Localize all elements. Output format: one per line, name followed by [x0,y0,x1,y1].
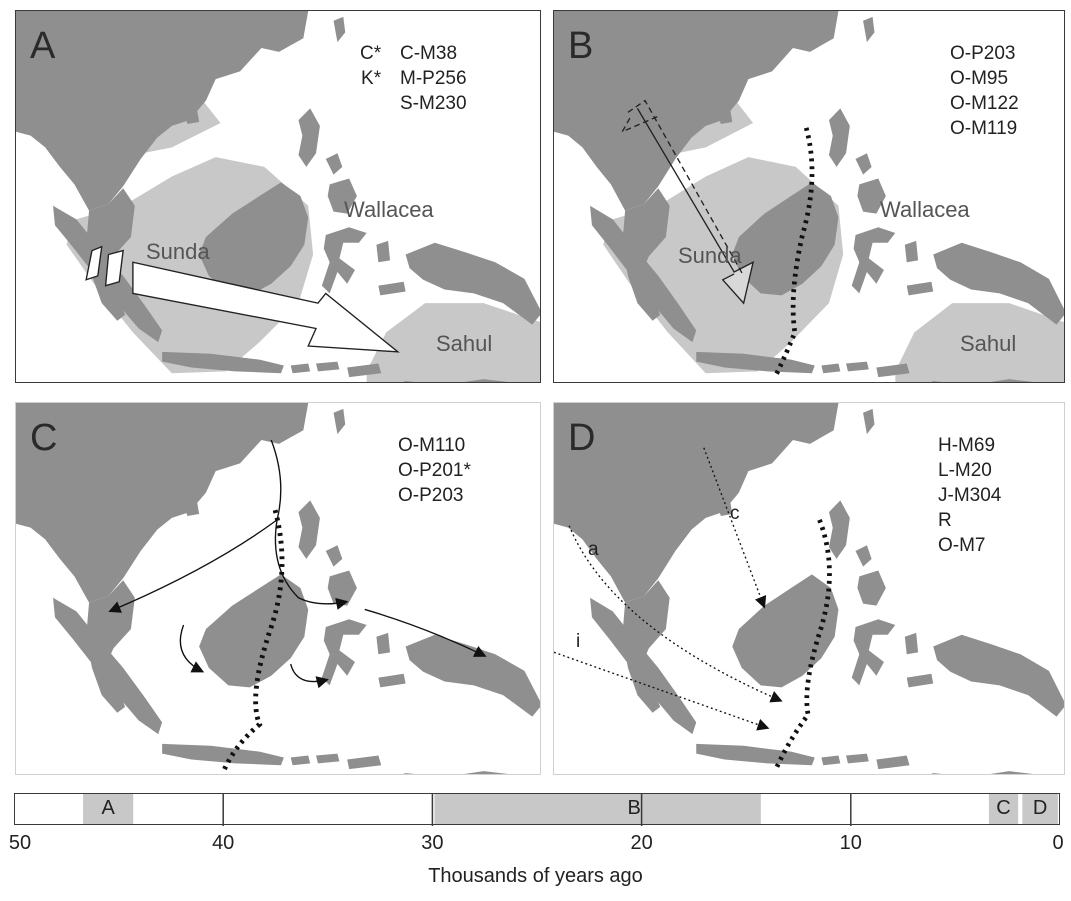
timeline-tick: 20 [630,832,653,854]
marker: R [938,510,952,531]
panel-b-label: B [568,25,594,67]
timeline-tick: 10 [839,832,862,854]
panel-b-markers: O-P203 O-M95 O-M122 O-M119 [950,41,1019,141]
region-sunda: Sunda [678,243,742,268]
map-c [16,403,540,774]
marker: L-M20 [938,460,992,481]
panel-a: A C* K* C-M38 M-P256 S-M230 Sunda Wallac… [15,10,541,383]
wallace-line [222,509,285,771]
panel-c-markers: O-M110 O-P201* O-P203 [398,433,471,508]
marker: K* [361,68,382,89]
timeline-tick: 40 [212,832,235,854]
region-wallacea: Wallacea [880,197,970,222]
marker: S-M230 [400,93,467,114]
timeline-bar [14,793,1060,825]
marker: O-M95 [950,68,1009,89]
marker: O-M7 [938,535,986,556]
panel-d: D H-M69 L-M20 J-M304 R O-M7 c a i [553,402,1065,775]
timeline-tick: 50 [8,832,32,854]
timeline-segment-label: B [627,797,641,819]
timeline-segment-b [434,794,761,825]
timeline-tick: 30 [421,832,444,854]
timeline-segment-d [1022,794,1058,825]
timeline-segment-a [83,794,134,825]
marker: O-P203 [950,43,1016,64]
migration-routes [554,447,783,731]
route-label-a: a [588,539,599,560]
marker: O-P201* [398,460,471,481]
panel-c-label: C [30,417,58,459]
marker: O-M122 [950,93,1019,114]
timeline-svg [83,794,1058,826]
marker: C-M38 [400,43,458,64]
route-label-c: c [730,503,740,524]
timeline-axis-label: Thousands of years ago [428,865,643,887]
panel-a-label: A [30,25,56,67]
timeline-segment-c [988,794,1019,825]
marker: C* [360,43,382,64]
panel-b: B O-P203 O-M95 O-M122 O-M119 Sunda Walla… [553,10,1065,383]
region-sahul: Sahul [436,331,493,356]
panel-d-label: D [568,417,596,459]
panel-d-markers: H-M69 L-M20 J-M304 R O-M7 [938,433,1001,558]
region-sahul: Sahul [960,331,1017,356]
timeline-tick: 0 [1052,832,1064,854]
region-wallacea: Wallacea [344,197,434,222]
map-d [554,403,1064,774]
dispersal-arrows [108,439,487,689]
timeline-segment-label: D [1032,797,1048,819]
marker: O-M119 [950,118,1018,139]
marker: O-M110 [398,435,466,456]
marker: H-M69 [938,435,996,456]
panel-c: C O-M110 O-P201* O-P203 [15,402,541,775]
timeline-segment-label: A [101,797,115,819]
region-sunda: Sunda [146,239,210,264]
migration-arrow [620,99,755,305]
marker: O-P203 [398,485,464,506]
panel-a-markers-left: C* K* [360,41,381,91]
map-b [554,11,1064,382]
panel-a-markers-right: C-M38 M-P256 S-M230 [400,41,467,116]
route-label-i: i [576,631,581,652]
marker: M-P256 [400,68,467,89]
marker: J-M304 [938,485,1002,506]
migration-arrow [85,245,400,353]
map-a [16,11,540,382]
timeline-segment-label: C [996,797,1011,819]
